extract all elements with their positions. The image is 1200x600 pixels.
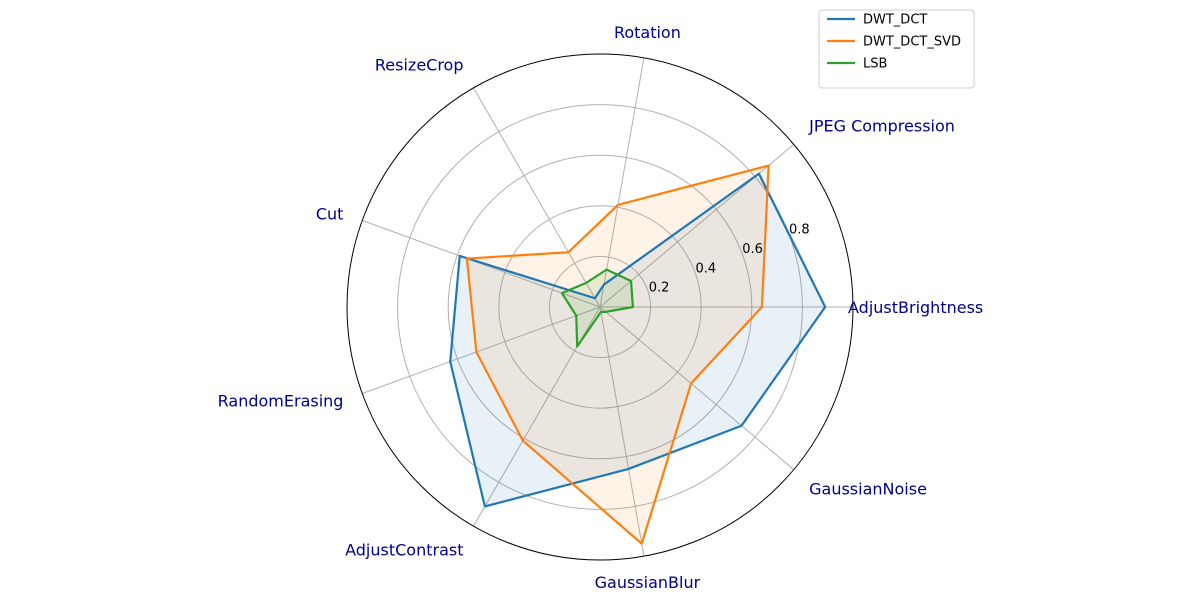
radial-tick-label: 0.6 [742, 242, 763, 257]
axis-labels: AdjustBrightness JPEG Compression Rotation… [218, 23, 984, 592]
legend-label-dwt-dct-svd: DWT_DCT_SVD [863, 35, 961, 50]
series-fill-dwt-dct-svd [466, 165, 769, 544]
axis-label-adjustbrightness: AdjustBrightness [848, 298, 983, 317]
radial-tick-label: 0.2 [649, 281, 670, 296]
axis-label-jpeg-compression: JPEG Compression [808, 117, 955, 136]
legend: DWT_DCT DWT_DCT_SVD LSB [818, 9, 975, 89]
spoke-rotation [599, 57, 645, 308]
legend-box [818, 9, 975, 89]
series-fill-lsb [561, 269, 633, 347]
axis-label-cut: Cut [316, 205, 344, 224]
spoke-gaussiannoise [599, 306, 795, 471]
radial-tick-labels: 0.2 0.4 0.6 0.8 [649, 223, 810, 296]
axis-label-resizecrop: ResizeCrop [375, 56, 464, 75]
axis-label-gaussiannoise: GaussianNoise [809, 479, 927, 498]
series-line-lsb [560, 268, 634, 348]
radial-tick-label: 0.8 [789, 223, 810, 238]
radial-tick-label: 0.4 [695, 261, 716, 276]
radar-series [449, 164, 827, 545]
legend-label-dwt-dct: DWT_DCT [863, 13, 927, 28]
series-line-dwt-dct-svd [465, 164, 770, 545]
series-fill-dwt-dct [450, 173, 826, 507]
legend-label-lsb: LSB [863, 57, 887, 72]
spoke-gaussianblur [599, 306, 645, 557]
spoke-resizecrop [473, 87, 601, 308]
radar-outer-frame [346, 53, 854, 561]
axis-label-gaussianblur: GaussianBlur [595, 573, 701, 592]
axis-label-rotation: Rotation [614, 23, 681, 42]
axis-label-randomerasing: RandomErasing [218, 391, 344, 410]
spoke-randomerasing [362, 306, 601, 395]
series-line-dwt-dct [449, 172, 827, 508]
spoke-jpeg-compression [599, 143, 795, 308]
axis-label-adjustcontrast: AdjustContrast [345, 540, 463, 559]
